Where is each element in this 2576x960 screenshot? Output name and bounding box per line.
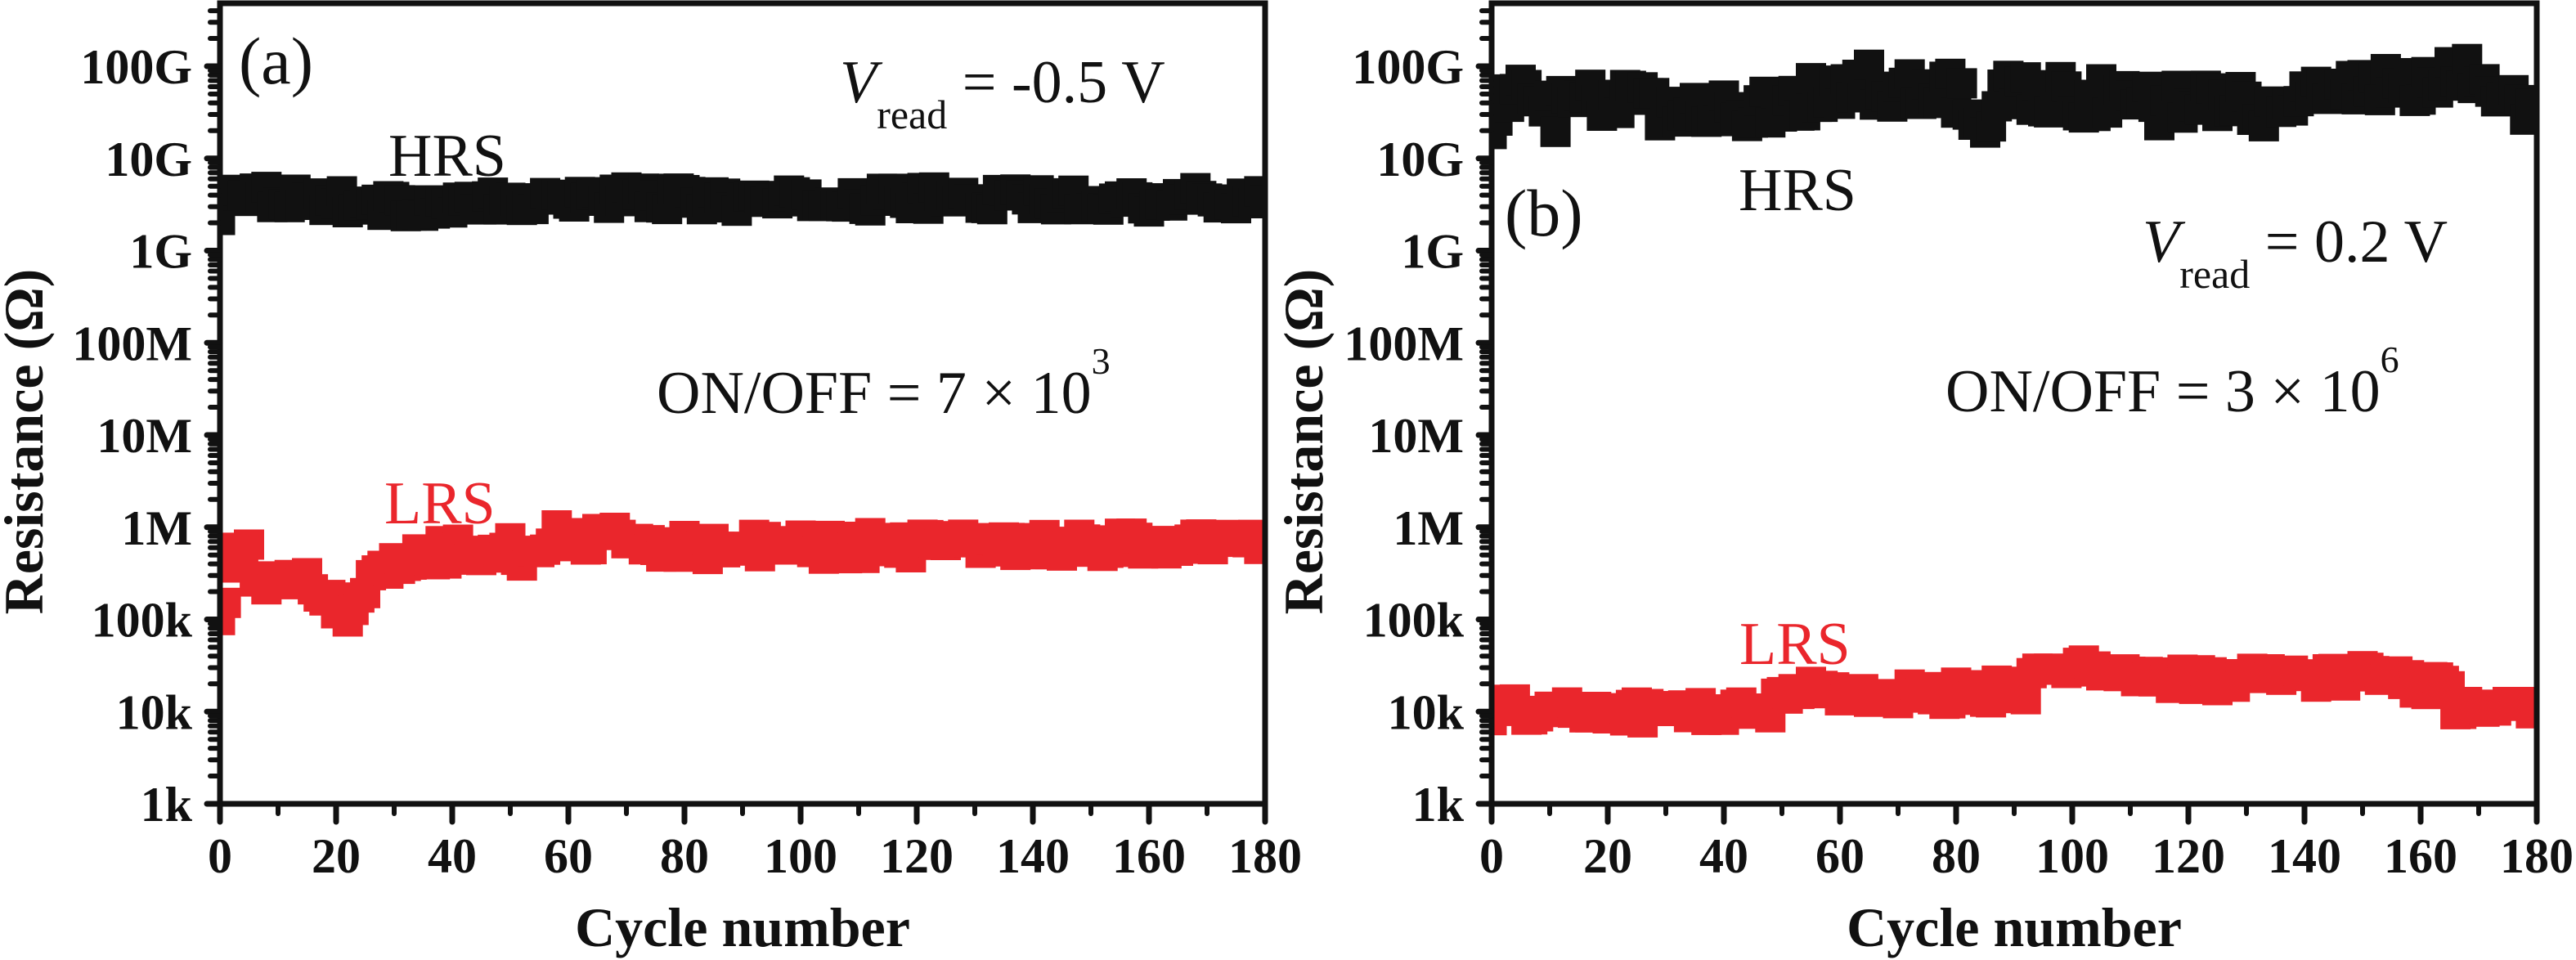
y-tick-label: 100k [92,594,193,648]
panel-b-hrs-label: HRS [1739,157,1856,224]
data-point-lrs [2521,687,2537,718]
panel-b: 1k 10k 100k 1M 10M 100M 1G 10G 100G 0 20 40 60 80 100 1… [1272,0,2574,958]
y-tick-label: 10k [116,685,193,739]
x-tick-label: 40 [428,829,477,883]
panel-a-data-marks [220,172,1265,637]
x-tick-label: 100 [764,829,837,883]
y-tick-label: 100k [1363,594,1465,648]
panel-b-data-marks [1492,43,2537,738]
y-tick-label: 1M [121,501,192,555]
data-point-hrs [1250,185,1265,216]
y-tick-label: 10M [96,409,192,463]
y-tick-label: 100M [1344,316,1464,370]
y-tick-label: 1k [1412,778,1465,832]
x-tick-label: 140 [2268,829,2341,883]
panel-b-label: (b) [1505,176,1583,250]
panel-a-onoff-annotation: ON/OFF = 7 × 103 [657,340,1111,427]
data-point-hrs [2521,101,2537,132]
x-tick-label: 80 [1932,829,1981,883]
series-lrs [220,510,1265,637]
panel-a-axes: 1k 10k 100k 1M 10M 100M 1G 10G 100G 0 20 40 60 80 100 1… [72,0,1302,883]
onoff-exponent: 6 [2381,339,2399,380]
panel-a: 1k 10k 100k 1M 10M 100M 1G 10G 100G 0 20 40 60 80 100 1… [0,0,1302,958]
x-tick-label: 20 [1583,829,1632,883]
y-tick-label: 100G [1352,40,1464,94]
panel-a-label: (a) [239,24,313,98]
x-tick-label: 60 [1815,829,1865,883]
panel-a-hrs-label: HRS [388,123,506,190]
data-point-lrs [220,587,241,618]
x-tick-label: 40 [1699,829,1748,883]
data-point-hrs [1854,49,1884,80]
y-tick-label: 10k [1388,685,1465,739]
x-tick-label: 100 [2035,829,2109,883]
panel-a-x-axis-title: Cycle number [575,896,910,958]
onoff-text: ON/OFF = 7 × 10 [657,360,1092,427]
vread-symbol: V [840,49,883,116]
y-tick-label: 10G [105,132,192,186]
panel-b-axes: 1k 10k 100k 1M 10M 100M 1G 10G 100G 0 20 40 60 80 100 1… [1344,0,2574,883]
y-tick-label: 1G [129,225,192,279]
series-lrs [1492,645,2537,738]
panel-a-y-axis-title: Resistance (Ω) [0,269,55,615]
y-tick-label: 1G [1401,225,1464,279]
y-tick-label: 10G [1376,132,1464,186]
vread-value: = 0.2 V [2250,209,2448,276]
x-tick-label: 60 [544,829,593,883]
panel-a-vread-annotation: Vread = -0.5 V [840,49,1165,137]
x-tick-label: 160 [2384,829,2457,883]
series-hrs [1492,43,2537,150]
panel-a-lrs-label: LRS [384,470,496,537]
panel-b-onoff-annotation: ON/OFF = 3 × 106 [1945,339,2399,425]
x-tick-label: 180 [1228,829,1302,883]
series-hrs [220,172,1265,236]
panel-b-vread-annotation: Vread = 0.2 V [2143,209,2448,297]
x-tick-label: 160 [1112,829,1186,883]
panel-b-x-axis-title: Cycle number [1847,896,2182,958]
x-tick-label: 0 [208,829,232,883]
data-point-lrs [1250,527,1265,559]
vread-value: = -0.5 V [947,49,1165,116]
x-tick-label: 180 [2500,829,2574,883]
panel-b-y-axis-title: Resistance (Ω) [1272,269,1335,615]
panel-b-lrs-label: LRS [1739,611,1851,678]
y-tick-label: 100M [72,316,192,370]
data-point-lrs [2010,684,2041,715]
x-tick-label: 120 [2152,829,2225,883]
y-tick-label: 1M [1393,501,1464,555]
onoff-exponent: 3 [1092,340,1111,382]
data-point-hrs [1946,68,1977,99]
x-tick-label: 20 [312,829,361,883]
x-tick-label: 140 [996,829,1070,883]
data-point-hrs [1540,116,1571,147]
vread-subscript: read [2179,251,2250,297]
y-tick-label: 1k [141,778,193,832]
onoff-text: ON/OFF = 3 × 10 [1945,358,2381,425]
x-tick-label: 120 [880,829,954,883]
x-tick-label: 0 [1479,829,1504,883]
vread-symbol: V [2143,209,2186,276]
data-point-lrs [234,529,264,560]
x-tick-label: 80 [660,829,709,883]
data-point-hrs [220,204,236,236]
y-tick-label: 100G [80,40,192,94]
vread-subscript: read [877,92,947,137]
y-tick-label: 10M [1368,409,1464,463]
